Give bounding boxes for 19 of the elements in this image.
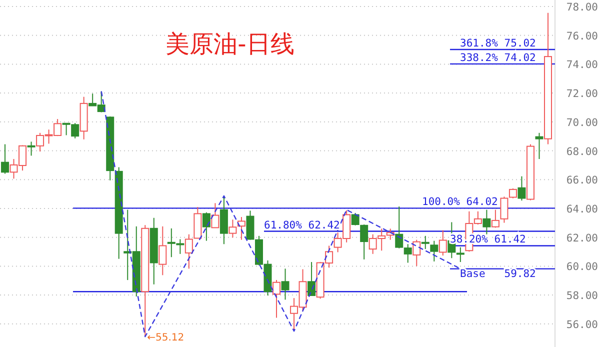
y-tick-label: 58.00 (566, 290, 598, 302)
y-tick-label: 66.00 (566, 174, 598, 187)
ref-line-label: Base 59.82 (460, 268, 536, 280)
ref-line-label: 100.0% 64.02 (422, 196, 498, 208)
ref-line-label: 338.2% 74.02 (460, 52, 536, 64)
ref-line-label: 61.80% 62.42 (264, 219, 340, 232)
y-tick-label: 60.00 (566, 261, 598, 274)
y-tick-label: 62.00 (566, 232, 598, 244)
y-tick-label: 70.00 (566, 116, 598, 129)
annotation: ←55.12 (147, 332, 184, 344)
y-tick-label: 76.00 (566, 30, 598, 42)
y-tick-label: 72.00 (566, 88, 598, 100)
y-tick-label: 74.00 (566, 59, 598, 72)
y-tick-label: 56.00 (566, 318, 598, 331)
ref-line-label: 361.8% 75.02 (460, 37, 536, 50)
text: 美原油-日线 (166, 30, 294, 58)
y-tick-label: 68.00 (566, 146, 598, 158)
y-tick-label: 78.00 (566, 1, 598, 14)
y-tick-label: 64.00 (566, 203, 598, 216)
